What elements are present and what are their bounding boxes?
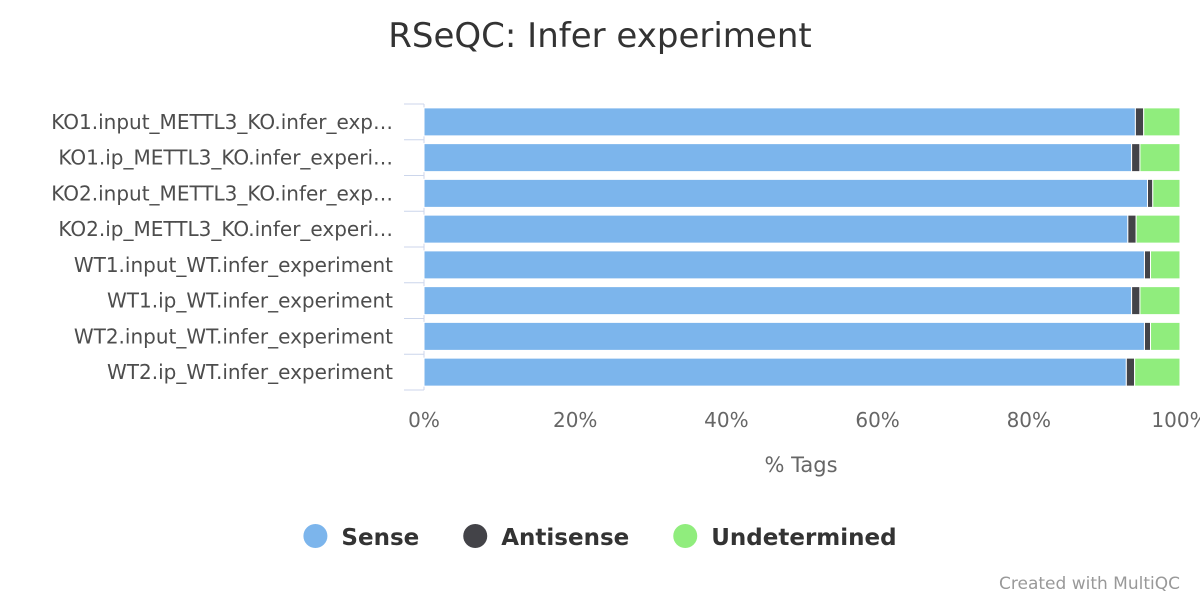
bar-segment-antisense[interactable] — [1131, 286, 1141, 316]
bar-segment-sense[interactable] — [423, 250, 1145, 280]
bar-segment-sense[interactable] — [423, 107, 1136, 137]
bar-segment-undetermined[interactable] — [1135, 214, 1181, 244]
bar-segment-undetermined[interactable] — [1139, 286, 1181, 316]
legend-marker — [303, 524, 328, 548]
x-tick-label: 0% — [408, 408, 440, 432]
x-tick-label: 20% — [553, 408, 597, 432]
x-tick-label: 60% — [855, 408, 899, 432]
legend: Sense Antisense Undetermined — [303, 524, 897, 551]
bar-series — [423, 107, 1181, 387]
bar-segment-antisense[interactable] — [1143, 321, 1152, 351]
category-label: WT2.ip_WT.infer_experiment — [107, 360, 393, 384]
bar-segment-sense[interactable] — [423, 357, 1127, 387]
legend-label: Sense — [341, 525, 419, 551]
bar-segment-undetermined[interactable] — [1150, 321, 1181, 351]
category-label: KO2.ip_METTL3_KO.infer_experi… — [58, 217, 393, 241]
legend-label: Undetermined — [711, 525, 896, 551]
legend-item-undetermined[interactable]: Undetermined — [673, 524, 897, 551]
category-axis: KO1.input_METTL3_KO.infer_exp… KO1.ip_MET… — [51, 103, 425, 391]
bar-segment-sense[interactable] — [423, 286, 1133, 316]
bar-segment-undetermined[interactable] — [1143, 107, 1181, 137]
x-tick-label: 40% — [704, 408, 748, 432]
x-axis-title: % Tags — [764, 453, 837, 477]
legend-item-antisense[interactable]: Antisense — [463, 524, 629, 551]
bar-segment-undetermined[interactable] — [1150, 250, 1181, 280]
bar-segment-sense[interactable] — [423, 214, 1129, 244]
bar-segment-undetermined[interactable] — [1152, 178, 1181, 208]
category-label: KO1.ip_METTL3_KO.infer_experi… — [58, 146, 393, 170]
bar-segment-undetermined[interactable] — [1134, 357, 1181, 387]
category-label: WT1.input_WT.infer_experiment — [74, 253, 393, 277]
legend-item-sense[interactable]: Sense — [303, 524, 419, 551]
value-axis: 0% 20% 40% 60% 80% 100% — [408, 408, 1200, 432]
bar-segment-sense[interactable] — [423, 178, 1148, 208]
category-label: WT1.ip_WT.infer_experiment — [107, 289, 393, 313]
credit-text[interactable]: Created with MultiQC — [999, 574, 1180, 594]
bar-segment-antisense[interactable] — [1134, 107, 1145, 137]
bar-segment-antisense[interactable] — [1125, 357, 1136, 387]
chart-title: RSeQC: Infer experiment — [388, 16, 811, 56]
category-label: KO2.input_METTL3_KO.infer_exp… — [51, 181, 393, 205]
bar-segment-undetermined[interactable] — [1139, 143, 1181, 173]
bar-segment-sense[interactable] — [423, 321, 1145, 351]
x-tick-label: 80% — [1007, 408, 1051, 432]
legend-label: Antisense — [501, 525, 629, 551]
legend-marker — [673, 524, 698, 548]
x-tick-label: 100% — [1151, 408, 1200, 432]
category-label: KO1.input_METTL3_KO.infer_exp… — [51, 110, 393, 134]
legend-marker — [463, 524, 488, 548]
bar-segment-sense[interactable] — [423, 143, 1133, 173]
bar-segment-antisense[interactable] — [1131, 143, 1141, 173]
bar-segment-antisense[interactable] — [1127, 214, 1137, 244]
category-label: WT2.input_WT.infer_experiment — [74, 324, 393, 348]
bar-segment-antisense[interactable] — [1143, 250, 1152, 280]
bar-segment-antisense[interactable] — [1146, 178, 1154, 208]
